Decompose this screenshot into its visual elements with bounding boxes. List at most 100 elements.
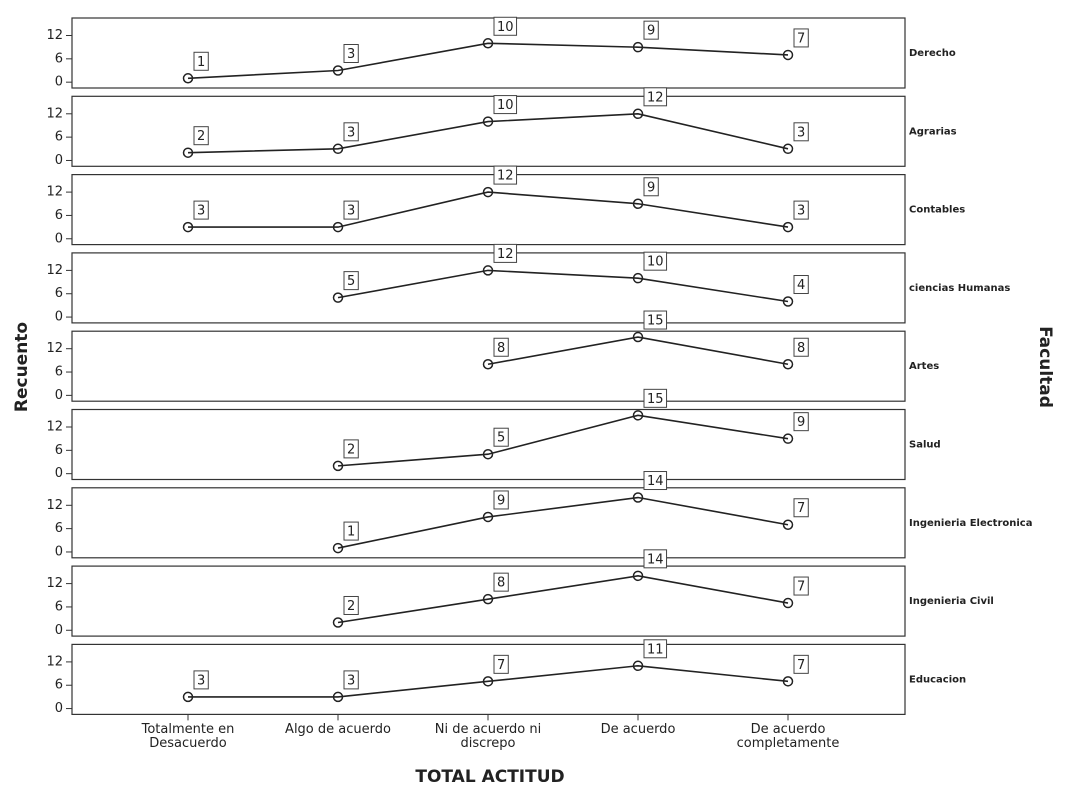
facet-title: Facultad xyxy=(1035,326,1055,408)
series-line xyxy=(337,575,789,624)
point xyxy=(632,331,644,343)
point xyxy=(182,73,194,84)
data-label-box xyxy=(793,498,809,518)
facet-label: Artes xyxy=(909,361,939,372)
data-label-box xyxy=(343,439,359,459)
point xyxy=(332,691,344,703)
panel xyxy=(71,95,906,167)
data-label-box xyxy=(643,549,668,569)
data-label: 7 xyxy=(797,31,805,46)
data-label: 9 xyxy=(647,180,655,195)
y-axis-title: Recuento xyxy=(12,322,32,412)
y-tick-label: 12 xyxy=(46,420,63,435)
facet-label: Agrarias xyxy=(909,126,957,137)
x-axis-title: TOTAL ACTITUD xyxy=(415,767,564,787)
data-label: 12 xyxy=(497,247,514,262)
data-label: 2 xyxy=(347,599,355,614)
x-tick-label: Algo de acuerdo xyxy=(285,722,391,738)
point xyxy=(782,597,794,609)
point xyxy=(782,519,794,530)
y-tick-label: 12 xyxy=(46,28,63,43)
y-tick-label: 12 xyxy=(46,341,63,356)
data-label-box xyxy=(493,243,518,263)
point xyxy=(482,448,494,460)
data-label: 7 xyxy=(797,658,805,673)
data-label: 2 xyxy=(347,442,355,457)
data-label-box xyxy=(193,126,209,146)
y-tick-label: 12 xyxy=(46,498,63,513)
facet-label: Salud xyxy=(909,440,941,451)
point xyxy=(182,147,194,158)
point xyxy=(632,570,644,582)
y-tick-label: 6 xyxy=(55,286,63,301)
point xyxy=(482,593,494,605)
y-tick-label: 0 xyxy=(55,310,63,325)
data-label: 3 xyxy=(197,673,205,688)
data-label-box xyxy=(493,427,509,447)
panel xyxy=(71,330,906,402)
y-tick-label: 6 xyxy=(55,521,63,536)
y-tick-label: 6 xyxy=(55,678,63,693)
data-label: 2 xyxy=(197,129,205,144)
data-label-box xyxy=(493,165,518,185)
point xyxy=(332,460,344,472)
panel xyxy=(71,17,906,89)
data-label-box xyxy=(643,388,668,408)
data-label: 3 xyxy=(797,125,805,140)
x-tick-label: De acuerdo completamente xyxy=(736,722,840,752)
data-label: 9 xyxy=(647,24,655,39)
point xyxy=(332,542,344,554)
data-label-box xyxy=(793,412,809,432)
y-tick-label: 0 xyxy=(55,623,63,638)
data-label-box xyxy=(793,200,809,220)
point xyxy=(632,108,644,120)
y-tick-label: 12 xyxy=(46,263,63,278)
data-label-box xyxy=(493,337,509,357)
data-label: 9 xyxy=(497,493,505,508)
data-label: 8 xyxy=(797,341,805,356)
data-label: 10 xyxy=(497,98,514,113)
data-label: 14 xyxy=(647,552,664,567)
data-label: 12 xyxy=(497,169,514,184)
data-label-box xyxy=(643,639,668,659)
point xyxy=(782,676,794,687)
data-label-box xyxy=(193,670,209,690)
series-line xyxy=(188,664,789,698)
data-label-box xyxy=(343,670,359,690)
data-label: 7 xyxy=(797,501,805,516)
series-line xyxy=(337,269,789,303)
panel xyxy=(71,174,906,246)
point xyxy=(482,186,494,198)
point xyxy=(482,359,494,370)
point xyxy=(632,660,644,672)
panel xyxy=(71,565,906,637)
series-line xyxy=(487,336,789,366)
y-tick-label: 0 xyxy=(55,544,63,559)
y-tick-label: 6 xyxy=(55,51,63,66)
data-label-box xyxy=(643,251,668,271)
data-label-box xyxy=(793,337,809,357)
data-label: 7 xyxy=(497,658,505,673)
y-tick-label: 6 xyxy=(55,443,63,458)
data-label: 3 xyxy=(347,125,355,140)
y-tick-label: 6 xyxy=(55,599,63,614)
data-label: 10 xyxy=(497,20,514,35)
point xyxy=(632,198,644,210)
panel xyxy=(71,487,906,559)
point xyxy=(782,433,794,444)
point xyxy=(782,296,794,307)
data-label-box xyxy=(343,521,359,541)
point xyxy=(332,221,344,233)
y-tick-label: 12 xyxy=(46,576,63,591)
data-label: 1 xyxy=(347,525,355,540)
point xyxy=(182,691,194,703)
data-label-box xyxy=(193,200,209,220)
y-tick-label: 0 xyxy=(55,388,63,403)
y-tick-label: 12 xyxy=(46,185,63,200)
data-label-box xyxy=(643,310,668,330)
point xyxy=(332,65,344,76)
point xyxy=(332,617,344,628)
facet-label: Contables xyxy=(909,205,965,216)
